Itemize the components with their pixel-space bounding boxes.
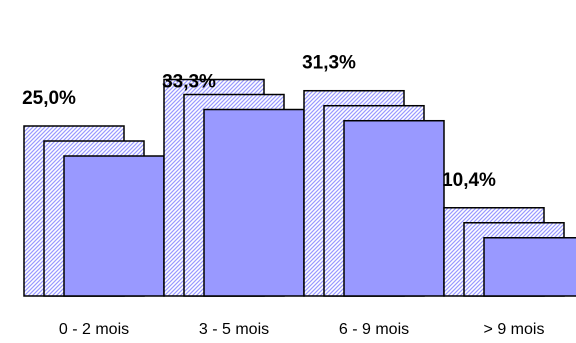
- bar: [203, 108, 305, 297]
- bar-series: [23, 78, 576, 297]
- data-label: 33,3%: [162, 72, 216, 93]
- x-tick-label: > 9 mois: [484, 321, 545, 338]
- x-tick-label: 6 - 9 mois: [339, 321, 409, 338]
- x-tick-labels: 0 - 2 mois 3 - 5 mois 6 - 9 mois > 9 mois: [59, 321, 545, 338]
- data-label: 10,4%: [442, 170, 496, 191]
- bar: [63, 155, 165, 297]
- data-labels: 25,0% 33,3% 31,3% 10,4%: [22, 53, 496, 191]
- bar: [483, 237, 576, 297]
- data-label: 25,0%: [22, 88, 76, 109]
- x-tick-label: 0 - 2 mois: [59, 321, 129, 338]
- bar: [343, 119, 445, 297]
- data-label: 31,3%: [302, 53, 356, 74]
- x-tick-label: 3 - 5 mois: [199, 321, 269, 338]
